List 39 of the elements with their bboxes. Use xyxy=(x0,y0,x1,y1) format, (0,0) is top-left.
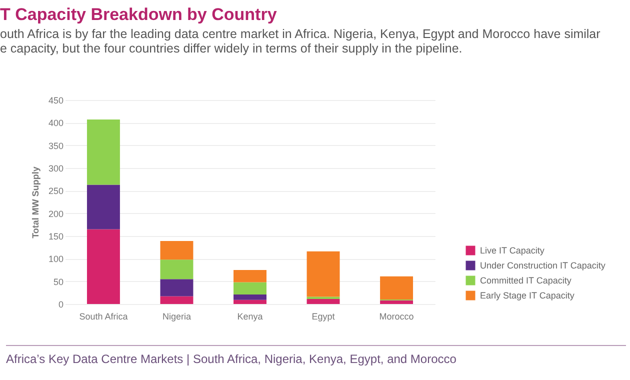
x-tick-label: Morocco xyxy=(379,312,414,322)
bar xyxy=(306,299,340,304)
bar xyxy=(160,296,194,304)
x-tick-label: Nigeria xyxy=(162,312,191,322)
y-tick-label: 0 xyxy=(58,300,64,310)
bar xyxy=(160,260,194,280)
bar xyxy=(380,300,414,304)
y-tick-label: 300 xyxy=(48,164,64,174)
bar xyxy=(160,240,194,260)
bar xyxy=(234,270,266,282)
y-tick-label: 150 xyxy=(48,232,64,242)
text: Africa’s Key Data Centre Markets | South Africa, Nigeria, Kenya, Egypt, and Morocco xyxy=(6,352,458,366)
bar xyxy=(380,276,414,300)
y-tick-label: 200 xyxy=(48,208,64,219)
legend-label: Under Construction IT Capacity xyxy=(480,260,606,270)
bar xyxy=(234,294,266,300)
legend-label: Live IT Capacity xyxy=(480,246,545,256)
bar xyxy=(306,296,340,300)
y-tick-label: 250 xyxy=(48,186,64,196)
y-tick-label: 100 xyxy=(48,254,64,264)
chart-subtitle: outh Africa is by far the leading data centre market in Africa. Nigeria, Kenya, Egypt and Morocco have similar e capacity, but the four countries differ widely in terms of their supply in the pipeline. xyxy=(0,27,600,56)
bar xyxy=(160,279,194,296)
y-tick-label: 400 xyxy=(48,118,64,128)
y-tick-label: 50 xyxy=(53,276,64,287)
y-axis-title: Total MW Supply xyxy=(30,166,40,238)
legend-label: Committed IT Capacity xyxy=(480,276,572,286)
chart-title: T Capacity Breakdown by Country xyxy=(0,5,278,24)
bar xyxy=(86,229,120,304)
bar xyxy=(306,251,340,297)
x-tick-label: Egypt xyxy=(312,312,336,322)
bar xyxy=(234,300,266,304)
x-tick-label: South Africa xyxy=(79,312,128,322)
bar xyxy=(86,184,120,230)
bar xyxy=(86,119,120,185)
x-tick-label: Kenya xyxy=(237,312,263,322)
y-tick-label: 450 xyxy=(48,96,64,106)
legend-label: Early Stage IT Capacity xyxy=(480,290,575,300)
bar xyxy=(234,282,266,294)
y-tick-label: 350 xyxy=(48,140,64,151)
